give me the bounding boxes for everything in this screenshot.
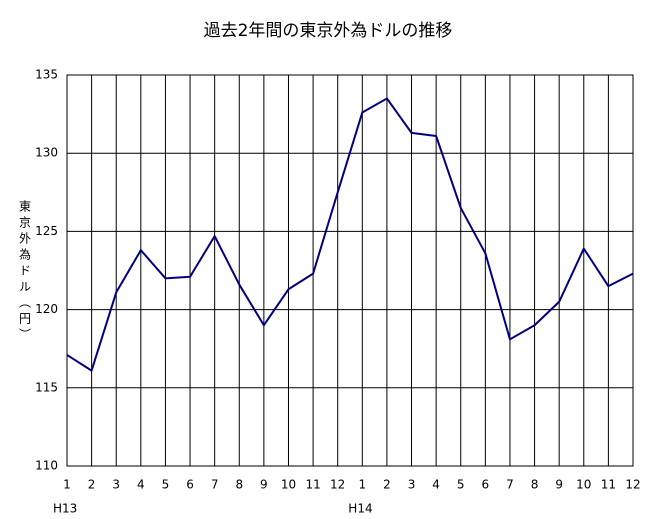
x-tick-label: 11	[305, 478, 320, 492]
x-tick-label: 8	[531, 478, 539, 492]
y-tick-label: 110	[35, 459, 58, 473]
x-tick-label: 7	[211, 478, 219, 492]
chart-title: 過去2年間の東京外為ドルの推移	[204, 21, 453, 41]
y-tick-label: 135	[35, 68, 58, 82]
x-tick-label: 8	[235, 478, 243, 492]
x-tick-label: 4	[432, 478, 440, 492]
x-tick-label: 5	[162, 478, 170, 492]
y-tick-label: 120	[35, 302, 58, 316]
x-tick-label: 9	[260, 478, 268, 492]
x-tick-label: 6	[186, 478, 194, 492]
plot-border	[66, 74, 634, 467]
y-tick-label: 115	[35, 380, 58, 394]
x-tick-label: 1	[358, 478, 366, 492]
x-tick-label: 12	[625, 478, 640, 492]
x-tick-label: 11	[601, 478, 616, 492]
x-tick-label: 10	[576, 478, 591, 492]
x-tick-label: 10	[281, 478, 296, 492]
x-tick-label: 2	[88, 478, 96, 492]
x-tick-label: 1	[63, 478, 71, 492]
data-line	[66, 97, 634, 372]
x-tick-label: 3	[112, 478, 120, 492]
x-tick-label: 3	[408, 478, 416, 492]
x-tick-label: 4	[137, 478, 145, 492]
x-tick-label: 2	[383, 478, 391, 492]
x-tick-label: 5	[457, 478, 465, 492]
x-tick-label: 9	[555, 478, 563, 492]
x-tick-label: 12	[330, 478, 345, 492]
x-tick-label: 7	[506, 478, 514, 492]
x-group-label: H13	[53, 502, 77, 516]
x-group-label: H14	[348, 502, 372, 516]
y-axis-label: 東京外為ドル（円）	[18, 200, 32, 344]
y-tick-label: 130	[35, 146, 58, 160]
y-tick-label: 125	[35, 224, 58, 238]
x-tick-label: 6	[482, 478, 490, 492]
